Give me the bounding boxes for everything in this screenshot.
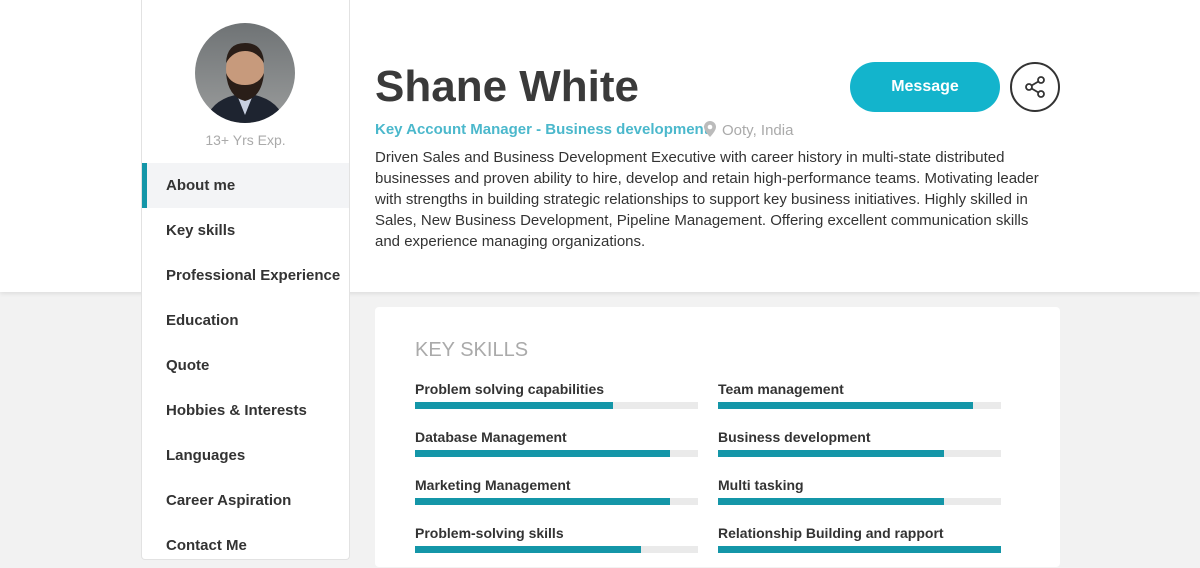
job-title: Key Account Manager - Business developme…: [375, 121, 709, 138]
skill-item: Multi tasking: [718, 477, 1001, 505]
location-pin-icon: [704, 121, 716, 137]
nav-item-professional-experience[interactable]: Professional Experience: [166, 267, 341, 284]
skill-item: Marketing Management: [415, 477, 698, 505]
profile-name: Shane White: [375, 62, 640, 111]
share-button[interactable]: [1010, 62, 1060, 112]
sidebar: 13+ Yrs Exp. About me Key skills Professio…: [141, 0, 350, 560]
share-icon: [1025, 76, 1045, 98]
skill-bar-fill: [415, 402, 614, 409]
skill-bar: [415, 450, 698, 457]
skill-label: Database Management: [415, 429, 567, 445]
skill-bar: [718, 402, 1001, 409]
skill-bar-fill: [718, 450, 945, 457]
skill-item: Business development: [718, 429, 1001, 457]
nav-item-education[interactable]: Education: [166, 312, 239, 329]
skill-item: Team management: [718, 381, 1001, 409]
nav-item-languages[interactable]: Languages: [166, 447, 246, 464]
message-button[interactable]: Message: [850, 62, 1000, 112]
skill-bar-fill: [415, 498, 670, 505]
location-text: Ooty, India: [722, 122, 794, 139]
skill-bar: [718, 450, 1001, 457]
experience-years: 13+ Yrs Exp.: [205, 132, 286, 148]
nav-item-career-aspiration[interactable]: Career Aspiration: [166, 492, 292, 509]
key-skills-card: KEY SKILLS Problem solving capabilities T…: [375, 307, 1060, 567]
nav-item-about-me[interactable]: About me: [142, 163, 349, 208]
nav-item-key-skills[interactable]: Key skills: [166, 222, 236, 239]
skill-label: Team management: [718, 381, 844, 397]
skill-label: Marketing Management: [415, 477, 571, 493]
skill-bar-fill: [415, 450, 670, 457]
skill-item: Database Management: [415, 429, 698, 457]
avatar: [195, 23, 295, 123]
skill-item: Problem-solving skills: [415, 525, 698, 553]
section-nav: About me Key skills Professional Experienc…: [142, 163, 349, 568]
skill-bar: [415, 402, 698, 409]
skill-bar: [718, 498, 1001, 505]
key-skills-title: KEY SKILLS: [415, 339, 529, 361]
skill-item: Problem solving capabilities: [415, 381, 698, 409]
location: Ooty, India: [704, 121, 793, 139]
skill-bar-fill: [718, 498, 945, 505]
nav-item-contact-me[interactable]: Contact Me: [166, 537, 247, 554]
skill-label: Problem-solving skills: [415, 525, 564, 541]
skill-bar-fill: [718, 402, 973, 409]
profile-bio: Driven Sales and Business Development Ex…: [375, 149, 1039, 250]
skill-label: Problem solving capabilities: [415, 381, 605, 397]
skill-label: Business development: [718, 429, 871, 445]
skill-label: Relationship Building and rapport: [718, 525, 944, 541]
nav-item-hobbies-interests[interactable]: Hobbies & Interests: [166, 402, 307, 419]
skill-label: Multi tasking: [718, 477, 804, 493]
nav-item-quote[interactable]: Quote: [166, 357, 210, 374]
skill-bar: [415, 498, 698, 505]
skill-item: Relationship Building and rapport: [718, 525, 1001, 553]
